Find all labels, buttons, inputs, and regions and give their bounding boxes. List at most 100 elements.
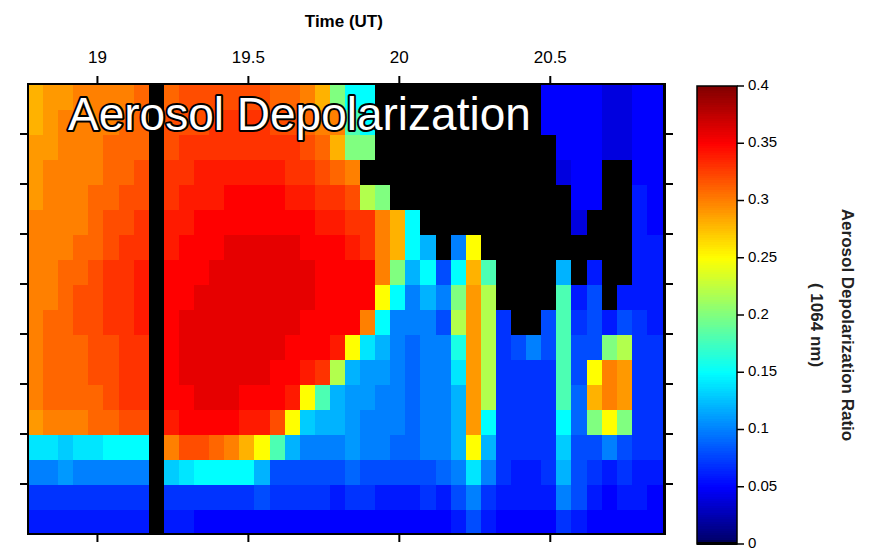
cell — [43, 484, 59, 510]
cell — [571, 234, 587, 260]
cell — [602, 109, 618, 135]
cell — [496, 509, 512, 534]
cell — [511, 484, 527, 510]
cell — [209, 259, 225, 285]
colorbar — [697, 86, 737, 545]
cell — [632, 284, 648, 310]
cell — [375, 359, 391, 385]
plot-background — [28, 84, 665, 534]
cell — [632, 409, 648, 435]
cell — [103, 209, 119, 235]
cell — [254, 484, 270, 510]
cell — [119, 384, 135, 410]
cell — [405, 384, 421, 410]
cell — [602, 509, 618, 534]
cell — [239, 159, 255, 185]
cell — [466, 234, 482, 260]
cell — [632, 184, 648, 210]
cell — [556, 509, 572, 534]
cell — [345, 159, 361, 185]
cell — [270, 259, 286, 285]
cell — [149, 159, 165, 185]
cell — [285, 459, 301, 485]
cell — [511, 434, 527, 460]
cell — [73, 459, 89, 485]
cell — [360, 159, 376, 185]
cell — [556, 159, 572, 185]
cell — [300, 509, 316, 534]
cell — [451, 509, 467, 534]
y-tick — [20, 483, 28, 485]
cell — [420, 434, 436, 460]
cell — [73, 209, 89, 235]
cell — [345, 384, 361, 410]
y-tick — [665, 333, 673, 335]
cell — [647, 384, 663, 410]
cell — [345, 434, 361, 460]
cell — [511, 234, 527, 260]
cell — [179, 234, 195, 260]
cell — [28, 134, 44, 160]
cell — [58, 259, 74, 285]
cell — [270, 509, 286, 534]
cell — [149, 459, 165, 485]
cell — [315, 509, 331, 534]
y-tick — [20, 183, 28, 185]
cell — [103, 284, 119, 310]
cell — [481, 309, 497, 335]
cell — [239, 384, 255, 410]
colorbar-frame — [697, 86, 737, 544]
cell — [73, 184, 89, 210]
cell — [571, 309, 587, 335]
cell — [556, 259, 572, 285]
cell — [73, 234, 89, 260]
x-tick — [96, 76, 98, 84]
cell — [103, 459, 119, 485]
cell — [617, 134, 633, 160]
cell — [103, 359, 119, 385]
cell — [632, 459, 648, 485]
cell — [375, 334, 391, 360]
cell — [511, 309, 527, 335]
cell — [466, 409, 482, 435]
cell — [571, 209, 587, 235]
cell — [300, 209, 316, 235]
cell — [451, 484, 467, 510]
cell — [285, 234, 301, 260]
cell — [647, 309, 663, 335]
x-tick — [247, 76, 249, 84]
cell — [43, 184, 59, 210]
cell — [88, 384, 104, 410]
cell — [179, 434, 195, 460]
cell — [632, 209, 648, 235]
cell — [285, 359, 301, 385]
cell — [632, 334, 648, 360]
cell — [28, 234, 44, 260]
cell — [436, 259, 452, 285]
y-tick — [20, 383, 28, 385]
cell — [632, 259, 648, 285]
cell — [511, 359, 527, 385]
cell — [511, 284, 527, 310]
cell — [466, 434, 482, 460]
cell — [375, 384, 391, 410]
colorbar-tick-label: 0.1 — [748, 419, 769, 436]
cell — [496, 159, 512, 185]
cell — [587, 434, 603, 460]
cell — [556, 209, 572, 235]
cell — [375, 459, 391, 485]
cell — [541, 459, 557, 485]
cell — [587, 409, 603, 435]
cell — [571, 184, 587, 210]
cell — [436, 459, 452, 485]
cell — [73, 159, 89, 185]
cell — [315, 209, 331, 235]
cell — [375, 284, 391, 310]
cell — [179, 359, 195, 385]
cell — [270, 209, 286, 235]
cell — [73, 359, 89, 385]
cell — [254, 309, 270, 335]
colorbar-tick — [737, 85, 744, 87]
cell — [315, 484, 331, 510]
cell — [43, 284, 59, 310]
